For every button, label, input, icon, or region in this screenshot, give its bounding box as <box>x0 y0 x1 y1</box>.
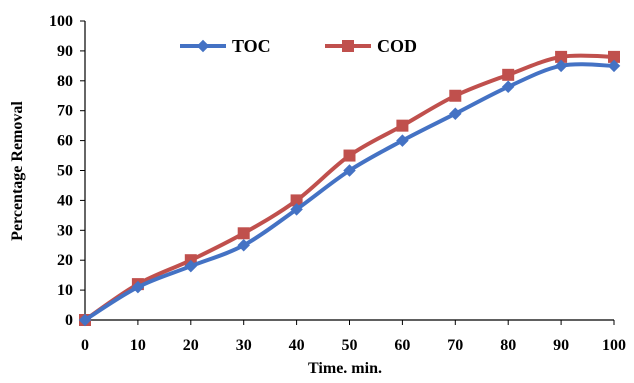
series-line-cod <box>83 53 616 322</box>
data-point-cod <box>608 50 620 63</box>
legend-marker <box>342 40 354 52</box>
data-point-toc <box>184 259 198 273</box>
y-tick-label: 40 <box>57 192 73 209</box>
x-tick-label: 90 <box>553 337 569 354</box>
y-tick-label: 0 <box>65 312 73 329</box>
data-point-toc <box>607 59 621 73</box>
x-tick-label: 60 <box>394 337 410 354</box>
x-tick-label: 0 <box>81 337 89 354</box>
data-point-cod <box>555 50 568 63</box>
data-point-toc <box>396 134 409 147</box>
x-tick-label: 100 <box>602 337 626 354</box>
x-tick-label: 80 <box>500 337 516 354</box>
data-point-toc <box>290 203 303 216</box>
series-lines <box>78 50 621 327</box>
y-tick-label: 60 <box>57 133 73 150</box>
series-toc <box>78 59 621 327</box>
data-point-cod <box>237 227 250 240</box>
data-point-cod <box>290 194 303 207</box>
series-cod <box>79 50 620 326</box>
y-tick-label: 70 <box>57 103 73 120</box>
y-tick-label: 80 <box>57 73 73 90</box>
data-point-toc <box>343 164 356 177</box>
legend-item-cod: COD <box>325 36 417 56</box>
data-point-toc <box>449 107 462 120</box>
legend-label: TOC <box>232 36 271 56</box>
legend-item-toc: TOC <box>180 36 271 56</box>
data-point-toc <box>237 239 250 252</box>
y-tick-label: 20 <box>57 252 73 269</box>
y-tick-label: 100 <box>49 13 73 30</box>
x-tick-label: 40 <box>289 337 305 354</box>
data-point-toc <box>78 313 92 327</box>
axes <box>80 20 615 325</box>
x-axis-title: Time. min. <box>308 360 382 377</box>
data-point-cod <box>343 149 356 162</box>
data-point-cod <box>449 89 462 102</box>
x-tick-label: 70 <box>447 337 463 354</box>
y-axis-title: Percentage Removal <box>9 101 26 241</box>
legend-marker <box>196 39 210 53</box>
x-tick-label: 10 <box>130 337 146 354</box>
data-point-cod <box>396 119 409 132</box>
y-tick-label: 90 <box>57 43 73 60</box>
x-tick-label: 20 <box>183 337 199 354</box>
x-tick-label: 50 <box>342 337 358 354</box>
data-point-toc <box>554 59 568 73</box>
y-tick-label: 10 <box>57 282 73 299</box>
legend: TOC COD <box>180 36 417 56</box>
y-tick-label: 30 <box>57 222 73 239</box>
legend-label: COD <box>377 36 417 56</box>
data-point-toc <box>501 80 515 94</box>
y-tick-label: 50 <box>57 163 73 180</box>
data-point-cod <box>502 68 515 81</box>
series-line-toc <box>83 62 616 322</box>
x-tick-label: 30 <box>236 337 252 354</box>
data-point-toc <box>131 280 145 294</box>
tick-labels: 0 10 20 30 40 50 60 70 80 90 100 0 10 20 30 40 50 60 70 80 9… <box>49 13 626 354</box>
